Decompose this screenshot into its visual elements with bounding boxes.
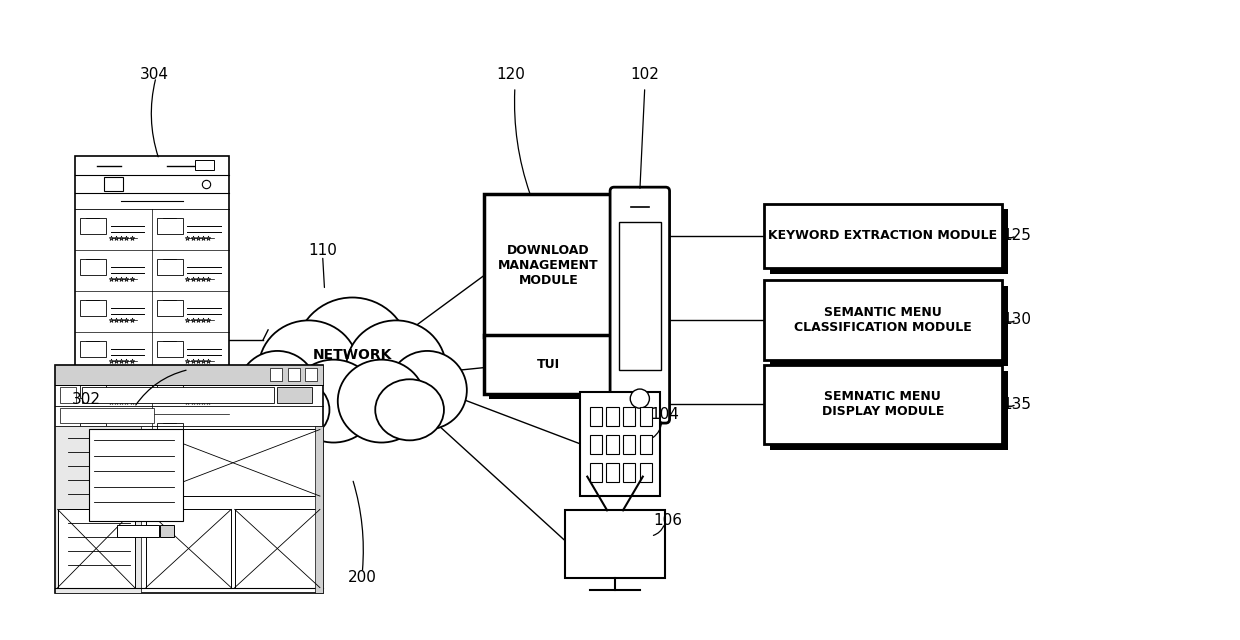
FancyBboxPatch shape	[580, 392, 660, 496]
FancyBboxPatch shape	[156, 259, 182, 275]
FancyBboxPatch shape	[590, 463, 603, 481]
FancyBboxPatch shape	[770, 371, 1008, 450]
Text: 120: 120	[496, 67, 526, 82]
FancyBboxPatch shape	[489, 340, 618, 399]
FancyBboxPatch shape	[315, 426, 322, 593]
FancyBboxPatch shape	[57, 509, 135, 588]
FancyBboxPatch shape	[764, 365, 1002, 444]
FancyBboxPatch shape	[76, 156, 229, 464]
FancyBboxPatch shape	[61, 408, 154, 423]
FancyBboxPatch shape	[590, 435, 603, 454]
FancyBboxPatch shape	[79, 341, 105, 356]
FancyBboxPatch shape	[55, 426, 140, 593]
FancyBboxPatch shape	[640, 435, 652, 454]
Text: 135: 135	[1002, 397, 1030, 412]
Text: KEYWORD EXTRACTION MODULE: KEYWORD EXTRACTION MODULE	[768, 229, 997, 242]
Text: 106: 106	[653, 513, 682, 528]
FancyBboxPatch shape	[79, 259, 105, 275]
FancyBboxPatch shape	[288, 368, 300, 381]
FancyBboxPatch shape	[89, 429, 182, 521]
FancyBboxPatch shape	[79, 218, 105, 234]
Circle shape	[630, 389, 650, 408]
FancyBboxPatch shape	[146, 429, 320, 496]
FancyBboxPatch shape	[270, 368, 283, 381]
FancyBboxPatch shape	[195, 159, 213, 170]
Text: 200: 200	[347, 570, 377, 585]
FancyBboxPatch shape	[118, 525, 160, 537]
Text: NETWORK: NETWORK	[312, 348, 392, 362]
Ellipse shape	[290, 360, 377, 442]
FancyBboxPatch shape	[640, 408, 652, 426]
FancyBboxPatch shape	[146, 509, 231, 588]
Ellipse shape	[295, 298, 409, 411]
FancyBboxPatch shape	[156, 341, 182, 356]
FancyBboxPatch shape	[156, 382, 182, 397]
FancyBboxPatch shape	[622, 408, 635, 426]
FancyBboxPatch shape	[484, 194, 613, 337]
FancyBboxPatch shape	[606, 408, 619, 426]
FancyBboxPatch shape	[489, 198, 618, 342]
Ellipse shape	[376, 380, 444, 440]
FancyBboxPatch shape	[156, 218, 182, 234]
FancyBboxPatch shape	[55, 365, 322, 385]
Text: 302: 302	[72, 392, 102, 407]
Ellipse shape	[260, 380, 330, 440]
Text: 102: 102	[630, 67, 660, 82]
FancyBboxPatch shape	[79, 423, 105, 438]
FancyBboxPatch shape	[764, 280, 1002, 360]
FancyBboxPatch shape	[104, 177, 123, 191]
FancyBboxPatch shape	[610, 187, 670, 423]
Text: SEMNATIC MENU
DISPLAY MODULE: SEMNATIC MENU DISPLAY MODULE	[822, 390, 944, 419]
FancyBboxPatch shape	[156, 300, 182, 316]
FancyBboxPatch shape	[764, 204, 1002, 268]
Text: 110: 110	[309, 243, 337, 258]
FancyBboxPatch shape	[622, 435, 635, 454]
Text: 130: 130	[1002, 312, 1030, 328]
FancyBboxPatch shape	[61, 387, 77, 403]
FancyBboxPatch shape	[305, 368, 317, 381]
Ellipse shape	[346, 321, 446, 417]
FancyBboxPatch shape	[770, 286, 1008, 365]
FancyBboxPatch shape	[234, 509, 320, 588]
FancyBboxPatch shape	[606, 463, 619, 481]
FancyBboxPatch shape	[55, 365, 322, 593]
FancyBboxPatch shape	[640, 463, 652, 481]
FancyBboxPatch shape	[160, 525, 175, 537]
Ellipse shape	[238, 351, 317, 429]
Text: SEMANTIC MENU
CLASSIFICATION MODULE: SEMANTIC MENU CLASSIFICATION MODULE	[794, 306, 972, 334]
FancyBboxPatch shape	[619, 222, 661, 370]
FancyBboxPatch shape	[622, 463, 635, 481]
Text: TUI: TUI	[537, 358, 560, 371]
FancyBboxPatch shape	[565, 510, 665, 578]
Text: DOWNLOAD
MANAGEMENT
MODULE: DOWNLOAD MANAGEMENT MODULE	[498, 244, 599, 287]
FancyBboxPatch shape	[590, 408, 603, 426]
FancyBboxPatch shape	[606, 435, 619, 454]
FancyBboxPatch shape	[770, 209, 1008, 274]
FancyBboxPatch shape	[277, 387, 312, 403]
Text: 104: 104	[650, 406, 680, 422]
FancyBboxPatch shape	[156, 423, 182, 438]
FancyBboxPatch shape	[82, 387, 274, 403]
Ellipse shape	[337, 360, 425, 442]
FancyBboxPatch shape	[79, 382, 105, 397]
Ellipse shape	[259, 321, 358, 417]
FancyBboxPatch shape	[484, 335, 613, 394]
Ellipse shape	[388, 351, 466, 429]
Text: 304: 304	[140, 67, 169, 82]
Text: 125: 125	[1002, 228, 1030, 243]
FancyBboxPatch shape	[79, 300, 105, 316]
